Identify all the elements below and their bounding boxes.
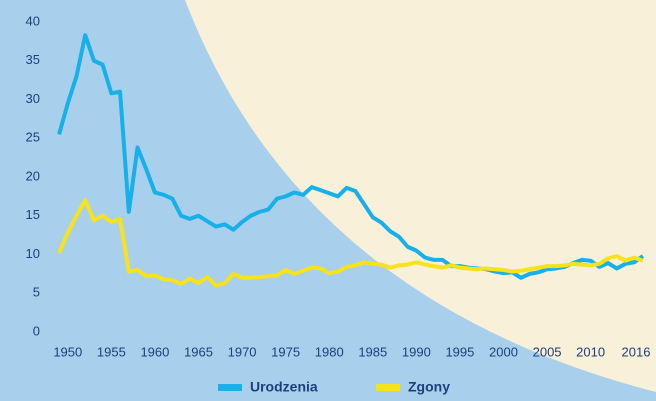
legend-label: Urodzenia xyxy=(250,379,318,395)
x-tick-label: 2016 xyxy=(622,344,651,359)
y-tick-label: 30 xyxy=(26,91,40,106)
x-tick-label: 1995 xyxy=(445,344,474,359)
x-tick-label: 1965 xyxy=(184,344,213,359)
x-tick-label: 1955 xyxy=(97,344,126,359)
background-curve xyxy=(185,0,656,392)
y-tick-label: 40 xyxy=(26,13,40,28)
y-tick-label: 35 xyxy=(26,52,40,67)
line xyxy=(57,33,645,280)
legend-swatch xyxy=(376,384,400,391)
x-tick-label: 1980 xyxy=(315,344,344,359)
y-tick-label: 20 xyxy=(26,168,40,183)
x-tick-label: 1950 xyxy=(53,344,82,359)
legend-label: Zgony xyxy=(408,379,450,395)
legend-swatch xyxy=(218,384,242,391)
y-tick-label: 10 xyxy=(26,246,40,261)
x-tick-label: 2000 xyxy=(489,344,518,359)
line xyxy=(57,198,644,288)
y-tick-label: 15 xyxy=(26,207,40,222)
x-tick-label: 1985 xyxy=(358,344,387,359)
x-tick-label: 1990 xyxy=(402,344,431,359)
x-tick-label: 2005 xyxy=(533,344,562,359)
y-tick-label: 25 xyxy=(26,130,40,145)
x-tick-label: 2010 xyxy=(576,344,605,359)
x-tick-label: 1975 xyxy=(271,344,300,359)
x-tick-label: 1960 xyxy=(140,344,169,359)
x-tick-label: 1970 xyxy=(228,344,257,359)
y-tick-label: 0 xyxy=(33,323,40,338)
y-tick-label: 5 xyxy=(33,285,40,300)
